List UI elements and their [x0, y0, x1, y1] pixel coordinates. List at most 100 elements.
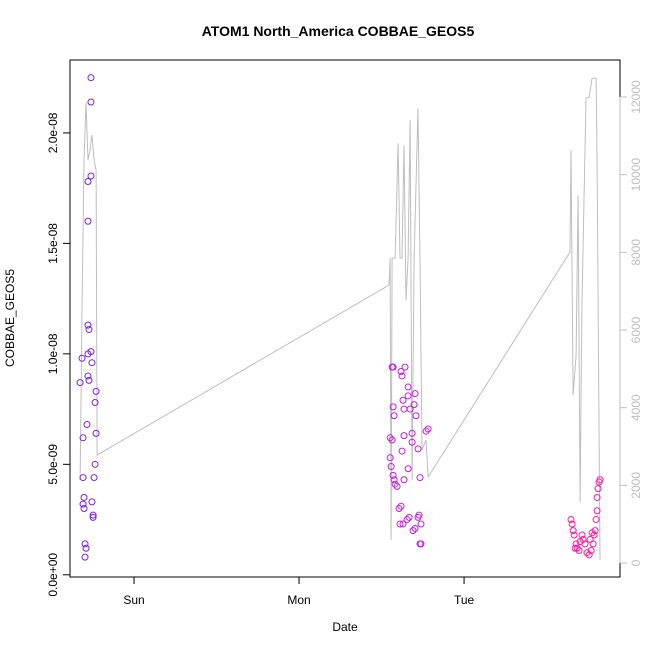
- point: [411, 524, 419, 532]
- point: [399, 396, 407, 404]
- point: [92, 429, 100, 437]
- point: [88, 498, 96, 506]
- point: [404, 465, 412, 473]
- point: [572, 540, 580, 548]
- point: [578, 531, 586, 539]
- point: [573, 544, 581, 552]
- y-tick-label: 1.0e-08: [46, 333, 60, 374]
- point: [404, 392, 412, 400]
- point: [415, 511, 423, 519]
- point: [81, 540, 89, 548]
- point: [403, 516, 411, 524]
- point: [79, 474, 87, 482]
- point: [411, 390, 419, 398]
- point: [87, 74, 95, 82]
- y2-tick-label: 10000: [629, 158, 643, 192]
- point: [400, 405, 408, 413]
- point: [399, 520, 407, 528]
- point: [586, 535, 594, 543]
- point: [398, 372, 406, 380]
- point: [400, 476, 408, 484]
- point: [395, 505, 403, 513]
- point: [79, 500, 87, 508]
- y-axis-label: COBBAE_GEOS5: [3, 269, 17, 367]
- point: [397, 502, 405, 510]
- point: [90, 474, 98, 482]
- point: [80, 493, 88, 501]
- point: [400, 432, 408, 440]
- y2-tick-label: 8000: [629, 239, 643, 266]
- x-tick-label: Sun: [123, 593, 144, 607]
- y-tick-label: 2.0e-08: [46, 112, 60, 153]
- point: [386, 434, 394, 442]
- point: [581, 540, 589, 548]
- point: [84, 178, 92, 186]
- point: [389, 363, 397, 371]
- point: [588, 529, 596, 537]
- point: [387, 463, 395, 471]
- point: [594, 485, 602, 493]
- point: [78, 354, 86, 362]
- point: [82, 544, 90, 552]
- point: [424, 425, 432, 433]
- point: [596, 476, 604, 484]
- point: [408, 429, 416, 437]
- point: [416, 474, 424, 482]
- point: [569, 527, 577, 535]
- chart-title: ATOM1 North_America COBBAE_GEOS5: [202, 23, 475, 39]
- point: [567, 516, 575, 524]
- point: [88, 359, 96, 367]
- point: [91, 460, 99, 468]
- point: [406, 405, 414, 413]
- point: [585, 551, 593, 559]
- point: [587, 546, 595, 554]
- point: [404, 383, 412, 391]
- x-axis-label: Date: [332, 620, 358, 634]
- point: [408, 438, 416, 446]
- point: [83, 421, 91, 429]
- point: [87, 98, 95, 106]
- y-tick-label: 0.0e+00: [46, 553, 60, 597]
- x-tick-label: Tue: [454, 593, 475, 607]
- point: [389, 403, 397, 411]
- point: [412, 412, 420, 420]
- y2-tick-label: 4000: [629, 394, 643, 421]
- point: [592, 516, 600, 524]
- point: [389, 471, 397, 479]
- point: [390, 412, 398, 420]
- point: [79, 434, 87, 442]
- point: [81, 553, 89, 561]
- point: [405, 513, 413, 521]
- y2-tick-label: 6000: [629, 316, 643, 343]
- point: [89, 513, 97, 521]
- point: [89, 511, 97, 519]
- point: [409, 527, 417, 535]
- y2-tick-label: 2000: [629, 472, 643, 499]
- point: [590, 531, 598, 539]
- y-tick-label: 5.0e-09: [46, 444, 60, 485]
- line: [79, 77, 601, 561]
- plot-box: [69, 59, 621, 578]
- point: [397, 368, 405, 376]
- point: [388, 436, 396, 444]
- point: [386, 454, 394, 462]
- point: [583, 549, 591, 557]
- point: [396, 520, 404, 528]
- point: [570, 531, 578, 539]
- point: [568, 520, 576, 528]
- point: [579, 535, 587, 543]
- point: [571, 544, 579, 552]
- point: [92, 387, 100, 395]
- point: [391, 480, 399, 488]
- point: [85, 326, 93, 334]
- point: [593, 493, 601, 501]
- y2-tick-label: 12000: [629, 80, 643, 114]
- point: [417, 540, 425, 548]
- point: [85, 376, 93, 384]
- point: [589, 540, 597, 548]
- point: [401, 363, 409, 371]
- y-tick-label: 1.5e-08: [46, 223, 60, 264]
- point: [80, 505, 88, 513]
